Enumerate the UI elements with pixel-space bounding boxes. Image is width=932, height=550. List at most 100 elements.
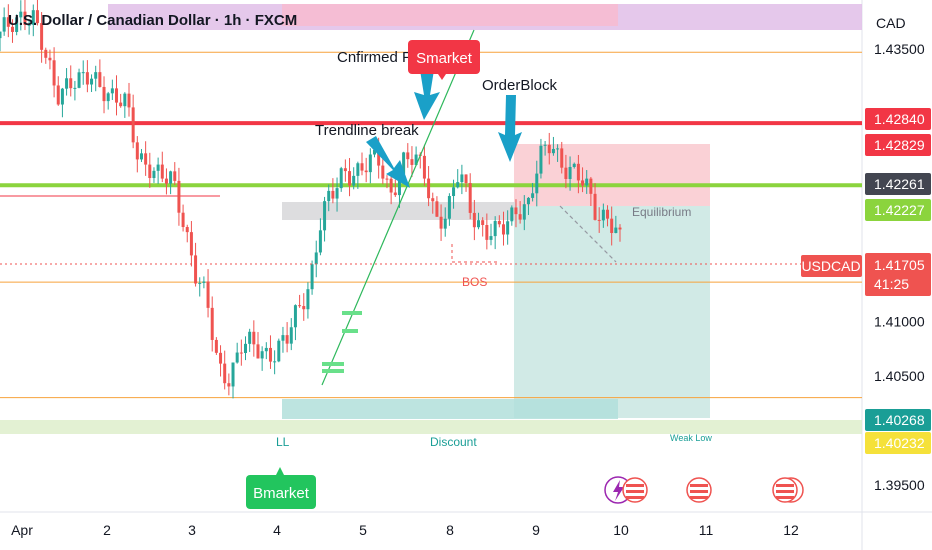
candle-body <box>52 60 56 86</box>
candle-body <box>2 17 6 32</box>
candle-body <box>115 88 119 103</box>
us-flag-event-icon[interactable] <box>686 477 712 503</box>
bmarket-badge <box>246 475 316 509</box>
candle-body <box>15 17 19 32</box>
candle-body <box>289 327 293 344</box>
candle-body <box>85 72 89 85</box>
candle-body <box>318 230 322 253</box>
candle-body <box>439 216 443 229</box>
candle-body <box>485 225 489 240</box>
price-level-badge <box>865 108 931 130</box>
candle-body <box>556 148 560 150</box>
discount-band <box>0 420 862 434</box>
label-cnfirmed: Cnfirmed Pi <box>337 49 415 66</box>
candle-body <box>273 361 277 363</box>
candle-body <box>560 148 564 168</box>
time-axis[interactable]: Apr 2 3 4 5 8 9 10 11 12 <box>11 522 799 538</box>
candle-body <box>514 207 518 215</box>
candle-body <box>348 171 352 186</box>
price-level-badge <box>865 134 931 156</box>
x-tick-label: 9 <box>532 522 540 538</box>
candle-body <box>268 347 272 362</box>
candle-body <box>31 10 35 25</box>
candle-body <box>493 221 497 237</box>
candle-body <box>202 281 206 283</box>
candle-body <box>81 72 85 74</box>
candle-body <box>281 335 285 341</box>
candle-body <box>593 193 597 220</box>
y-tick-label: 1.43500 <box>874 41 925 57</box>
candle-body <box>210 307 214 340</box>
candle-body <box>539 145 543 174</box>
candle-body <box>35 10 39 24</box>
candle-body <box>510 207 514 222</box>
event-flag-icon[interactable] <box>604 476 648 504</box>
x-tick-label: 3 <box>188 522 196 538</box>
candle-body <box>65 78 69 89</box>
candle-body <box>152 170 156 179</box>
candle-body <box>414 154 418 165</box>
trendline-break-arrow-icon <box>366 136 410 188</box>
candle-body <box>40 23 44 50</box>
x-tick-label: Apr <box>11 522 33 538</box>
order-block-marker <box>342 311 362 315</box>
last-price-text: 1.41705 <box>874 257 925 273</box>
candle-body <box>293 305 297 328</box>
x-tick-label: 4 <box>273 522 281 538</box>
label-orderblock: OrderBlock <box>482 77 558 94</box>
candle-body <box>102 86 106 102</box>
candle-body <box>526 197 530 205</box>
candle-body <box>73 87 77 89</box>
dashed-trend-line <box>559 205 617 263</box>
us-flag-event-icon[interactable] <box>772 477 804 503</box>
order-block-marker <box>322 362 344 366</box>
candle-body <box>452 187 456 197</box>
candle-body <box>60 88 64 105</box>
candle-body <box>606 209 610 219</box>
price-level-badge <box>865 173 931 195</box>
symbol-badge <box>801 255 862 277</box>
candle-body <box>131 107 135 143</box>
candle-body <box>90 78 94 85</box>
candle-body <box>206 281 210 308</box>
candle-body <box>302 306 306 310</box>
candle-body <box>501 224 505 235</box>
candle-body <box>10 26 14 32</box>
last-price-badge <box>865 253 931 296</box>
candle-body <box>460 174 464 183</box>
candle-body <box>48 57 52 61</box>
candle-body <box>110 88 114 94</box>
candle-body <box>431 198 435 202</box>
candle-body <box>23 11 27 25</box>
price-level-text: 1.42227 <box>874 202 925 218</box>
candle-body <box>352 175 356 186</box>
candle-body <box>397 173 401 196</box>
candle-body <box>372 149 376 155</box>
price-level-text: 1.42829 <box>874 137 925 153</box>
candle-body <box>360 163 364 171</box>
candle-body <box>119 102 123 107</box>
supply-zone <box>282 4 618 26</box>
candle-body <box>156 164 160 171</box>
candle-body <box>314 252 318 265</box>
candle-body <box>368 154 372 173</box>
candle-body <box>160 164 164 179</box>
candle-body <box>531 193 535 198</box>
order-block-marker <box>322 369 344 373</box>
candle-body <box>285 335 289 344</box>
candle-body <box>576 163 580 181</box>
candle-body <box>585 178 589 186</box>
candle-body <box>410 159 414 165</box>
y-tick-label: 1.41000 <box>874 313 925 329</box>
candle-body <box>506 221 510 235</box>
candle-body <box>219 352 223 364</box>
candle-body <box>547 144 551 154</box>
symbol-badge-text: USDCAD <box>801 258 860 274</box>
smarket-arrow-icon <box>414 70 440 120</box>
candle-body <box>164 178 168 184</box>
candle-body <box>356 163 360 176</box>
smarket-badge <box>408 40 480 74</box>
candle-body <box>551 148 555 154</box>
candle-body <box>248 331 252 344</box>
